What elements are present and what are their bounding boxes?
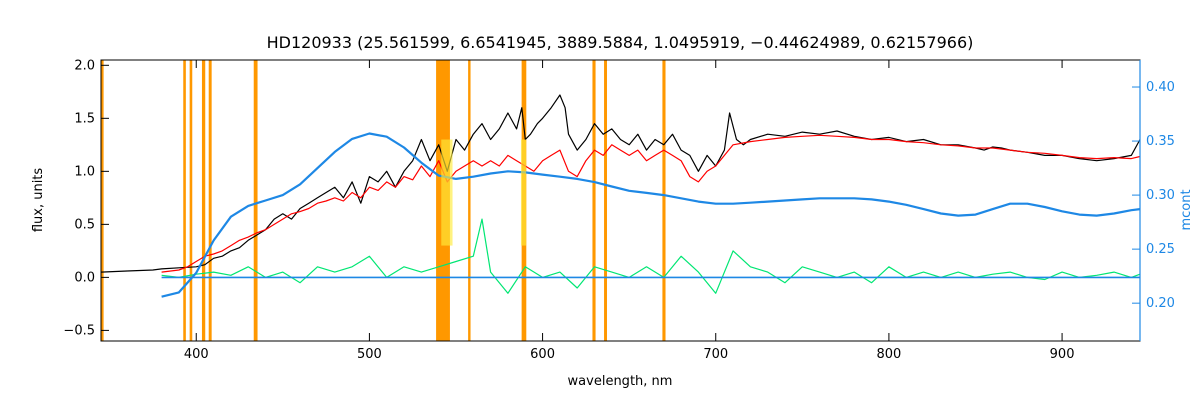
x-tick-label: 800 [876,347,901,362]
masked-region [101,60,104,341]
x-tick-label: 500 [357,347,382,362]
highlight-band [520,139,527,246]
y-tick-label: 1.5 [74,111,95,126]
masked-region [662,60,666,341]
x-tick-label: 700 [703,347,728,362]
y2-axis-label: mcont [1179,189,1194,230]
y-axis-label: flux, units [31,168,46,233]
y2-tick-label: 0.20 [1146,296,1175,311]
y-tick-label: 1.0 [74,164,95,179]
y2-tick-label: 0.40 [1146,80,1175,95]
masked-region [189,60,193,341]
x-tick-label: 900 [1050,347,1075,362]
y-tick-label: 0.0 [74,270,95,285]
x-axis-label: wavelength, nm [568,374,673,389]
series-line-model [161,134,1141,273]
y-tick-label: 0.5 [74,217,95,232]
masked-region [183,60,186,341]
x-tick-label: 400 [184,347,209,362]
masked-region [592,60,596,341]
chart-title: HD120933 (25.561599, 6.6541945, 3889.588… [267,33,974,52]
series-layer [100,94,1141,298]
y2-tick-label: 0.25 [1146,242,1175,257]
axes: 400 500 600 700 800 900 −0.5 0.0 0.5 1.0 1.5 2.0 0.2… [63,58,1175,362]
masked-region [208,60,212,341]
masked-region [253,60,258,341]
masked-region [604,60,607,341]
masked-region [468,60,471,341]
x-tick-label: 600 [530,347,555,362]
series-line-observed [100,94,1141,273]
y2-tick-label: 0.30 [1146,188,1175,203]
masked-region [201,60,206,341]
highlight-band [441,139,453,246]
y-tick-label: 2.0 [74,58,95,73]
series-line-continuum [161,132,1141,298]
series-line-residual [161,218,1141,294]
y2-tick-label: 0.35 [1146,134,1175,149]
y-tick-label: −0.5 [63,323,95,338]
